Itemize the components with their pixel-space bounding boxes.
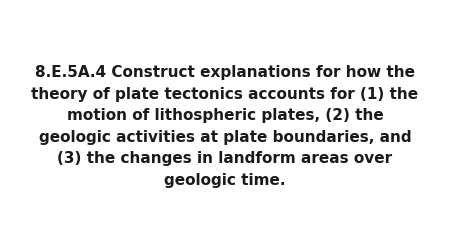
- Text: 8.E.5A.4 Construct explanations for how the
theory of plate tectonics accounts f: 8.E.5A.4 Construct explanations for how …: [32, 65, 419, 187]
